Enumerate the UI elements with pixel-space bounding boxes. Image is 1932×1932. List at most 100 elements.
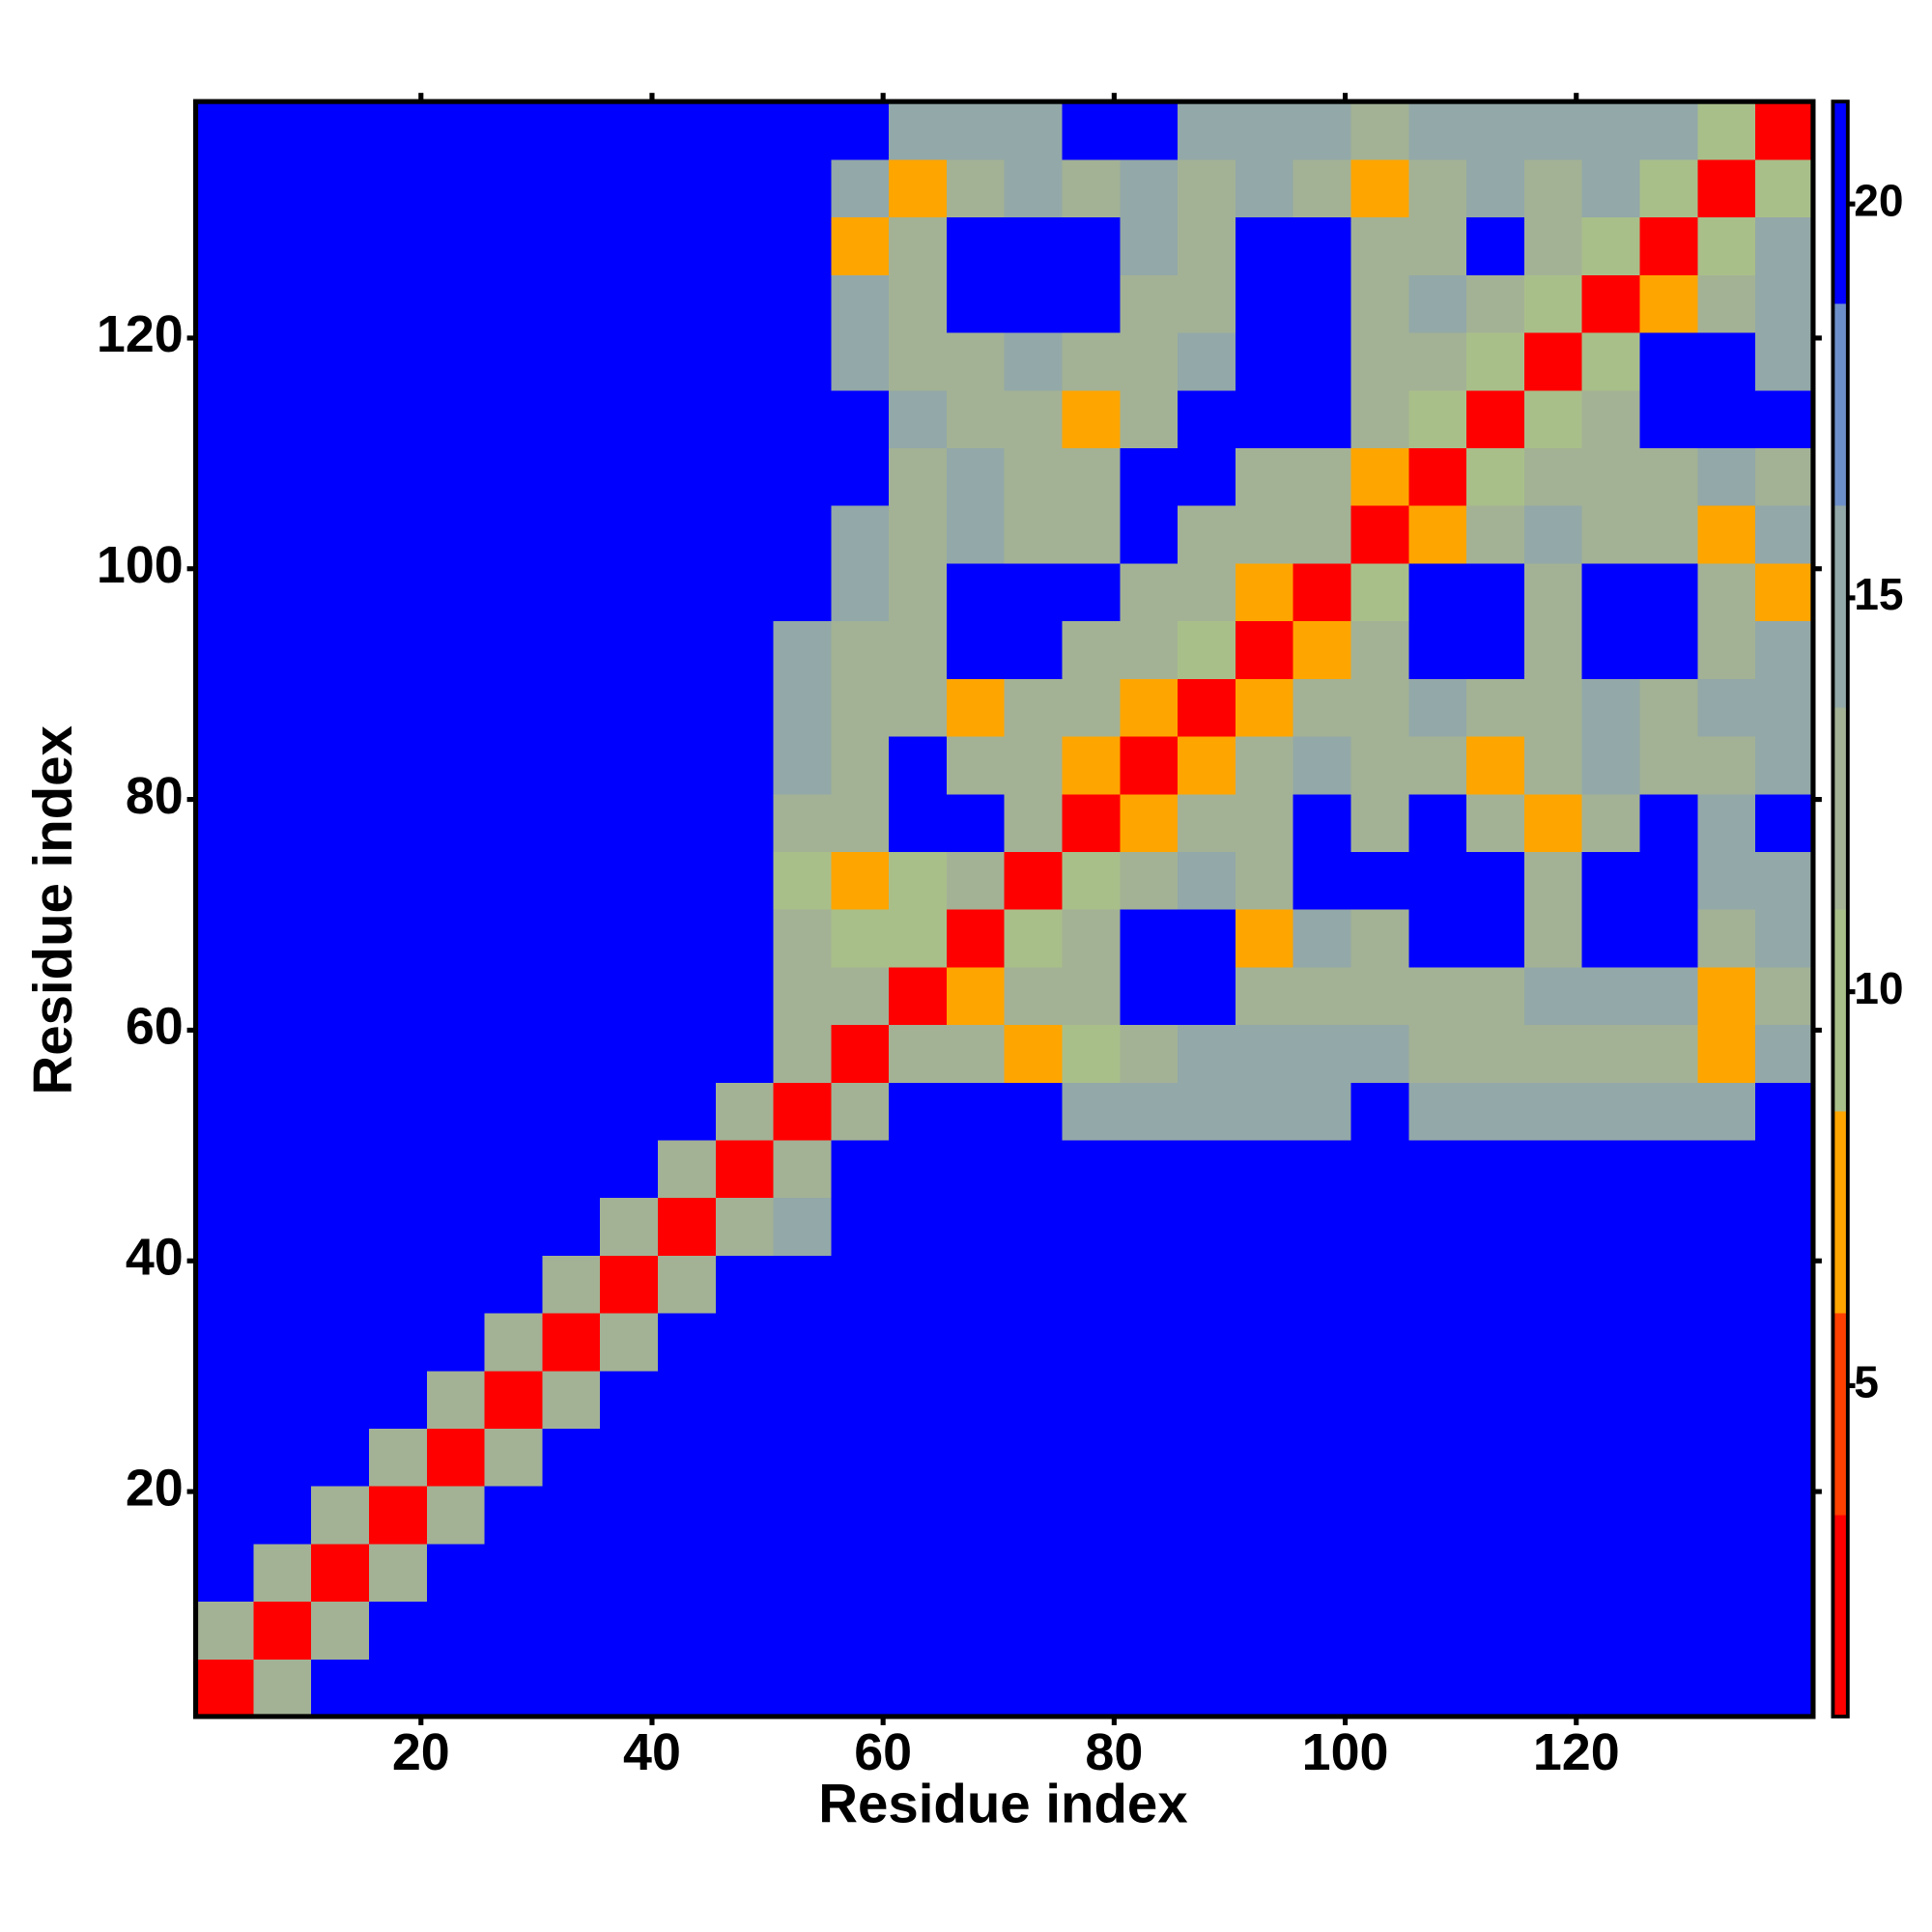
heatmap-cell [1293,331,1352,391]
heatmap-cell [426,793,486,852]
heatmap-cell [831,1197,890,1256]
heatmap-cell [1178,1139,1236,1199]
heatmap-cell [1178,158,1236,218]
heatmap-cell [1408,216,1467,275]
heatmap-cell [1755,966,1814,1026]
heatmap-cell [311,331,370,391]
heatmap-cell [1178,620,1236,679]
heatmap-cell [1466,793,1525,852]
heatmap-cell [1235,1139,1294,1199]
heatmap-cell [889,678,948,737]
heatmap-cell [368,1370,428,1430]
heatmap-cell [1235,1428,1294,1487]
heatmap-cell [773,1370,832,1430]
heatmap-cell [715,1024,775,1083]
heatmap-cell [1466,562,1525,622]
heatmap-cell [368,389,428,449]
heatmap-cell [1235,735,1294,795]
heatmap-cell [1178,851,1236,910]
heatmap-cell [1062,1659,1121,1718]
heatmap-cell [1755,678,1814,737]
heatmap-cell [1639,216,1698,275]
heatmap-cell [1293,389,1352,449]
x-tick-label: 120 [1533,1723,1620,1781]
heatmap-cell [657,620,717,679]
heatmap-cell [1639,1543,1698,1603]
heatmap-cell [253,389,312,449]
heatmap-cell [311,1197,370,1256]
heatmap-cell [1062,1370,1121,1430]
heatmap-cell [1639,447,1698,506]
heatmap-cell [1062,620,1121,679]
heatmap-cell [1350,562,1409,622]
heatmap-cell [1178,1659,1236,1718]
heatmap-cell [1523,966,1583,1026]
heatmap-cell [1523,274,1583,333]
heatmap-cell [1062,909,1121,968]
heatmap-cell [600,909,659,968]
heatmap-cell [1178,1024,1236,1083]
heatmap-cell [1350,1601,1409,1660]
heatmap-cell [715,274,775,333]
heatmap-cell [715,331,775,391]
heatmap-cell [715,216,775,275]
heatmap-cell [1408,389,1467,449]
heatmap-cell [1350,216,1409,275]
heatmap-cell [831,1428,890,1487]
heatmap-cell [1523,1601,1583,1660]
heatmap-cell [1235,909,1294,968]
heatmap-cell [1120,851,1179,910]
heatmap-cell [1466,1428,1525,1487]
heatmap-cell [946,620,1006,679]
heatmap-cell [773,158,832,218]
heatmap-cell [1639,274,1698,333]
heatmap-cell [311,158,370,218]
heatmap-cell [542,1312,601,1372]
heatmap-cell [1755,1082,1814,1141]
heatmap-cell [426,851,486,910]
heatmap-cell [542,1024,601,1083]
heatmap-cell [1523,678,1583,737]
heatmap-cell [253,793,312,852]
heatmap-cell [946,909,1006,968]
colorbar-segment [1833,909,1848,1112]
heatmap-cell [253,1543,312,1603]
heatmap-cell [1755,389,1814,449]
heatmap-cell [1062,966,1121,1026]
heatmap-cell [195,389,255,449]
heatmap-cell [426,1197,486,1256]
y-tick-label: 80 [126,767,184,825]
heatmap-cell [889,1486,948,1545]
heatmap-cell [1697,851,1756,910]
heatmap-cell [484,1428,543,1487]
heatmap-cell [657,1312,717,1372]
heatmap-cell [1408,909,1467,968]
heatmap-cell [1697,909,1756,968]
heatmap-cell [542,1486,601,1545]
heatmap-cell [368,216,428,275]
heatmap-cell [311,678,370,737]
heatmap-cell [715,1659,775,1718]
heatmap-cell [1466,966,1525,1026]
heatmap-cell [1697,1543,1756,1603]
colorbar-segment [1833,303,1848,506]
heatmap-cell [1755,1601,1814,1660]
heatmap-cell [946,389,1006,449]
heatmap-cell [600,1370,659,1430]
heatmap-cell [542,101,601,160]
heatmap-cell [1120,158,1179,218]
heatmap-cell [1178,331,1236,391]
heatmap-cell [1581,793,1641,852]
heatmap-cell [484,274,543,333]
heatmap-cell [1235,966,1294,1026]
heatmap-cell [1581,966,1641,1026]
heatmap-cell [1697,793,1756,852]
heatmap-cell [600,793,659,852]
heatmap-cell [1408,1486,1467,1545]
heatmap-cell [1293,1659,1352,1718]
heatmap-cell [1697,735,1756,795]
heatmap-cell [1178,1312,1236,1372]
heatmap-cell [600,216,659,275]
heatmap-cell [889,1082,948,1141]
